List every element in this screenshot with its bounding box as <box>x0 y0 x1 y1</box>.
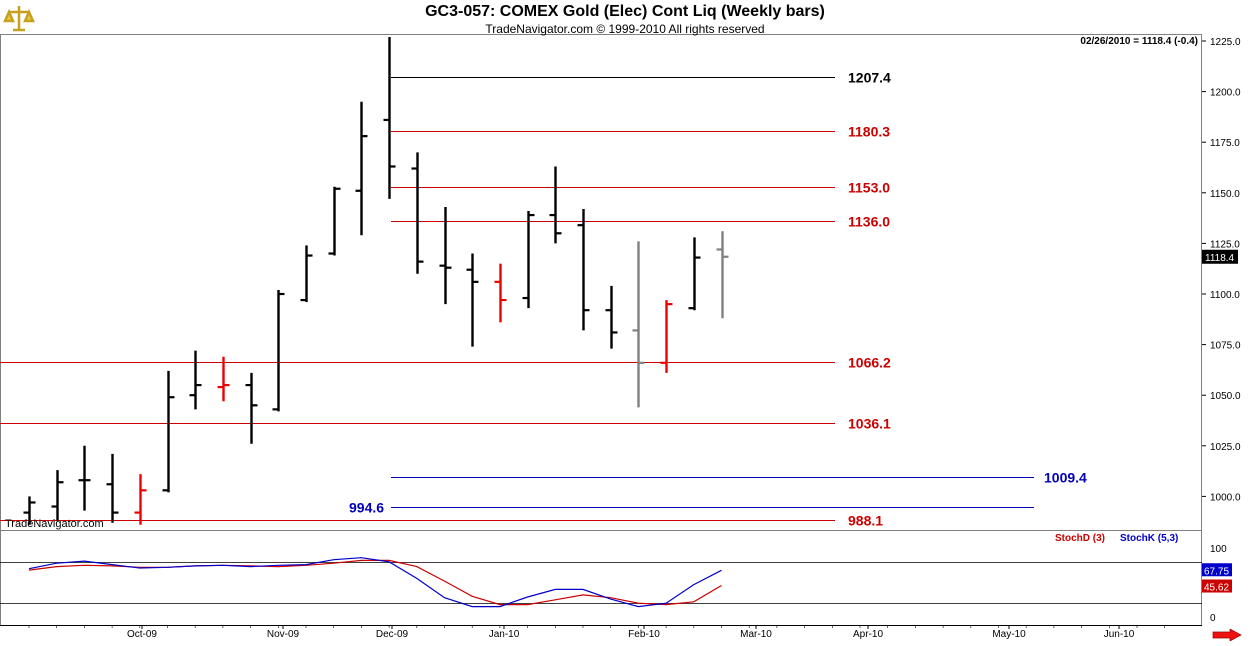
legend-stoch-k: StochK (5,3) <box>1120 533 1179 544</box>
x-axis-tick-label: May-10 <box>992 629 1026 640</box>
scroll-right-arrow-icon[interactable] <box>1212 628 1242 646</box>
stoch-k-last-marker <box>1202 563 1232 577</box>
price-y-tick-label: 1225.0 <box>1210 37 1241 48</box>
level-label-1036.1: 1036.1 <box>848 416 891 432</box>
x-axis-tick-label: Dec-09 <box>376 629 409 640</box>
level-label-988.1: 988.1 <box>848 513 883 529</box>
x-axis-tick-label: Jun-10 <box>1104 629 1135 640</box>
stoch-panel-frame <box>0 530 1202 626</box>
x-axis-tick-label: Apr-10 <box>853 629 883 640</box>
price-y-tick-label: 1150.0 <box>1210 189 1240 200</box>
price-y-tick-label: 1000.0 <box>1210 492 1241 503</box>
chart-subtitle: TradeNavigator.com © 1999-2010 All right… <box>485 22 765 36</box>
level-label-1153.0: 1153.0 <box>848 180 890 196</box>
price-y-tick-label: 1200.0 <box>1210 88 1241 99</box>
price-y-tick-label: 1075.0 <box>1210 341 1241 352</box>
level-label-1207.4: 1207.4 <box>848 70 891 86</box>
x-axis-tick-label: Nov-09 <box>267 629 300 640</box>
x-axis-tick-label: Oct-09 <box>127 629 157 640</box>
tradenavigator-logo <box>3 3 35 35</box>
level-label-1180.3: 1180.3 <box>848 124 890 140</box>
stoch-series-line-k <box>28 557 722 608</box>
level-label-1136.0: 1136.0 <box>848 214 890 230</box>
legend-stoch-d: StochD (3) <box>1055 533 1105 544</box>
price-y-tick-label: 1125.0 <box>1210 239 1240 250</box>
level-label-1066.2: 1066.2 <box>848 355 891 371</box>
last-price-info: 02/26/2010 = 1118.4 (-0.4) <box>1080 36 1198 47</box>
x-axis-tick-label: Mar-10 <box>740 629 772 640</box>
x-axis-tick-label: Jan-10 <box>489 629 520 640</box>
price-y-tick-label: 1175.0 <box>1210 138 1240 149</box>
stoch-y-tick-label: 100 <box>1210 544 1227 555</box>
chart-title: GC3-057: COMEX Gold (Elec) Cont Liq (Wee… <box>425 3 825 20</box>
level-label-994.6: 994.6 <box>349 500 384 516</box>
watermark: TradeNavigator.com <box>5 518 104 530</box>
x-axis-tick-label: Feb-10 <box>628 629 660 640</box>
price-y-tick-label: 1025.0 <box>1210 442 1241 453</box>
stoch-y-tick-label: 0 <box>1210 613 1216 624</box>
x-axis-band <box>0 625 1250 643</box>
level-label-1009.4: 1009.4 <box>1044 470 1087 486</box>
stoch-d-last-label: 45.62 <box>1204 583 1229 594</box>
stoch-k-last-label: 67.75 <box>1204 566 1229 577</box>
price-y-tick-label: 1050.0 <box>1210 391 1241 402</box>
price-panel-frame <box>0 34 1202 531</box>
last-price-marker-label: 1118.4 <box>1205 253 1235 264</box>
last-price-marker <box>1202 249 1238 264</box>
price-y-tick-label: 1100.0 <box>1210 290 1240 301</box>
stoch-d-last-marker <box>1202 579 1232 593</box>
